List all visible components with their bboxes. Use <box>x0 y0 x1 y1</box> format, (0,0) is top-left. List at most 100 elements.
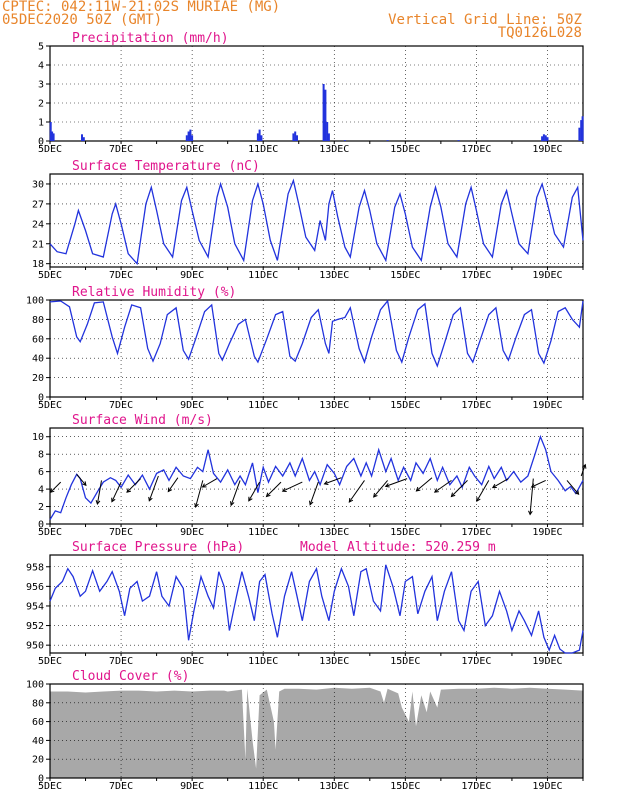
precipitation-bar <box>546 137 549 141</box>
precipitation-bar <box>578 127 581 141</box>
temperature-xtick-label: 7DEC <box>109 270 133 281</box>
run-id: TQ0126L028 <box>497 25 582 41</box>
humidity-frame <box>49 299 584 398</box>
cloud-cover-xtick-label: 19DEC <box>532 781 562 792</box>
temperature-xtick-label: 19DEC <box>532 270 562 281</box>
humidity-xtick-label: 19DEC <box>532 400 562 411</box>
humidity-xtick-label: 7DEC <box>109 400 133 411</box>
cloud-cover-area <box>50 687 583 778</box>
wind-arrow-head <box>265 492 271 498</box>
precipitation-ytick-label: 5 <box>38 42 44 53</box>
precipitation-ytick-label: 2 <box>38 99 44 110</box>
precipitation-bar <box>51 131 54 141</box>
wind-arrow-head <box>82 481 87 487</box>
humidity-xtick-label: 13DEC <box>319 400 349 411</box>
temperature-line <box>49 178 584 266</box>
wind-arrow <box>348 480 365 503</box>
temperature-ytick-label: 18 <box>32 259 44 270</box>
wind-arrow <box>230 480 241 506</box>
precipitation-bar <box>258 129 261 141</box>
humidity-xtick-label: 11DEC <box>248 400 278 411</box>
humidity-xtick-label: 5DEC <box>38 400 62 411</box>
wind-arrow <box>434 479 452 493</box>
wind-arrow-head <box>248 496 253 502</box>
pressure-xtick-label: 7DEC <box>109 656 133 667</box>
cloud-cover-xtick-label: 13DEC <box>319 781 349 792</box>
pressure-annotation: Model Altitude: 520.259 m <box>300 540 496 555</box>
cloud-cover-ytick-label: 80 <box>32 698 44 709</box>
precipitation-title: Precipitation (mm/h) <box>72 31 229 46</box>
precipitation-bar <box>256 133 259 141</box>
temperature-xtick-label: 17DEC <box>461 270 491 281</box>
pressure-xtick-label: 11DEC <box>248 656 278 667</box>
wind-arrow-head <box>348 497 354 503</box>
cloud-cover-xtick-label: 9DEC <box>180 781 204 792</box>
temperature-ytick-label: 24 <box>32 219 44 230</box>
precipitation-frame <box>49 45 584 142</box>
precipitation-xtick-label: 13DEC <box>319 144 349 155</box>
wind-arrow <box>50 481 62 493</box>
humidity-title: Relative Humidity (%) <box>72 285 236 300</box>
humidity-ytick-label: 0 <box>38 393 44 404</box>
wind-arrow <box>195 480 204 508</box>
wind-arrow <box>148 475 159 501</box>
wind-arrow <box>248 481 261 502</box>
precipitation-ytick-label: 0 <box>38 137 44 148</box>
humidity-ytick-label: 20 <box>32 373 44 384</box>
wind-xtick-label: 5DEC <box>38 527 62 538</box>
temperature-xtick-label: 15DEC <box>390 270 420 281</box>
precipitation-ytick-label: 4 <box>38 61 44 72</box>
precipitation-bar <box>292 133 295 141</box>
wind-arrow <box>373 480 388 498</box>
temperature-xtick-label: 9DEC <box>180 270 204 281</box>
cloud-cover-ytick-label: 0 <box>38 774 44 785</box>
wind-arrow <box>309 481 319 505</box>
humidity-xtick-label: 17DEC <box>461 400 491 411</box>
wind-ytick-label: 10 <box>32 432 44 443</box>
precipitation-bar <box>191 135 194 141</box>
cloud-cover-ytick-label: 40 <box>32 736 44 747</box>
wind-xtick-label: 13DEC <box>319 527 349 538</box>
wind-xtick-label: 7DEC <box>109 527 133 538</box>
wind-arrow <box>385 478 408 487</box>
precipitation-xtick-label: 9DEC <box>180 144 204 155</box>
cloud-cover-xtick-label: 11DEC <box>248 781 278 792</box>
precipitation-ytick-label: 3 <box>38 80 44 91</box>
cloud-cover-ytick-label: 20 <box>32 755 44 766</box>
wind-arrow <box>476 480 490 502</box>
wind-arrow <box>451 480 468 497</box>
temperature-frame <box>49 173 584 268</box>
temperature-ytick-label: 30 <box>32 179 44 190</box>
wind-line <box>49 434 584 520</box>
wind-ytick-label: 0 <box>38 520 44 531</box>
precipitation-bar <box>541 136 544 142</box>
cloud-cover-ytick-label: 100 <box>26 680 44 691</box>
pressure-xtick-label: 15DEC <box>390 656 420 667</box>
humidity-xtick-label: 9DEC <box>180 400 204 411</box>
precipitation-bar <box>327 133 330 141</box>
wind-arrow-head <box>49 488 55 494</box>
cloud-cover-ytick-label: 60 <box>32 717 44 728</box>
precipitation-bar <box>49 122 52 141</box>
wind-arrow-head <box>201 483 207 488</box>
wind-arrow-head <box>581 463 587 469</box>
precipitation-bar <box>81 134 83 141</box>
wind-arrow-head <box>373 492 378 498</box>
wind-arrow-head <box>111 497 116 503</box>
temperature-xtick-label: 5DEC <box>38 270 62 281</box>
pressure-frame <box>49 554 584 654</box>
humidity-xtick-label: 15DEC <box>390 400 420 411</box>
precipitation-xtick-label: 19DEC <box>532 144 562 155</box>
precipitation-xtick-label: 11DEC <box>248 144 278 155</box>
precipitation-bar <box>343 140 346 141</box>
pressure-ytick-label: 952 <box>26 621 44 632</box>
humidity-line <box>49 299 584 368</box>
wind-arrow-head <box>230 501 235 507</box>
wind-arrow-head <box>528 510 533 516</box>
wind-title: Surface Wind (m/s) <box>72 413 213 428</box>
wind-xtick-label: 19DEC <box>532 527 562 538</box>
wind-ytick-label: 4 <box>38 485 44 496</box>
temperature-title: Surface Temperature (nC) <box>72 159 260 174</box>
wind-arrow <box>266 481 282 497</box>
wind-arrow <box>580 464 586 477</box>
